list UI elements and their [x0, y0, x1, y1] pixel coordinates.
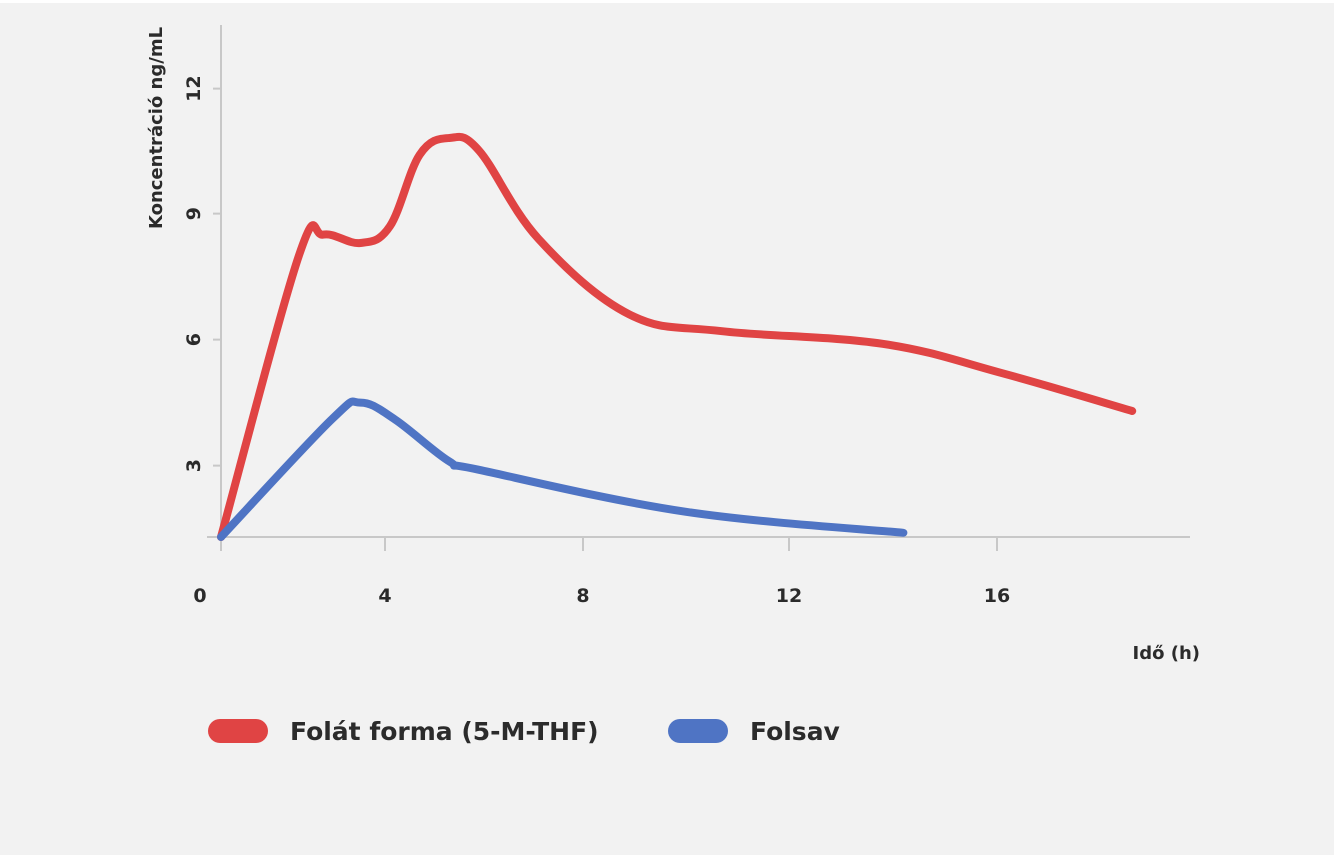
- legend-label-1: Folsav: [750, 717, 840, 746]
- x-tick-label: 0: [193, 585, 206, 607]
- y-tick-label: 6: [183, 333, 205, 346]
- series-line-0: [217, 132, 1137, 541]
- x-tick-label: 16: [984, 585, 1010, 607]
- x-tick-label: 8: [576, 585, 589, 607]
- y-axis-title: Koncentráció ng/mL: [146, 27, 167, 229]
- series-line-1: [217, 397, 908, 541]
- x-tick-label: 12: [776, 585, 802, 607]
- legend-label-0: Folát forma (5-M-THF): [290, 717, 599, 746]
- y-tick-label: 12: [183, 75, 205, 101]
- legend: Folát forma (5-M-THF) Folsav: [208, 717, 840, 746]
- y-tick-label: 3: [183, 459, 205, 472]
- chart-container: 0 4 8 12 16 3 6 9 12 Koncentráció ng/mL Idő (h) …: [0, 3, 1334, 855]
- x-axis-title: Idő (h): [1133, 643, 1200, 664]
- x-tick-label: 4: [378, 585, 391, 607]
- y-tick-label: 9: [183, 207, 205, 220]
